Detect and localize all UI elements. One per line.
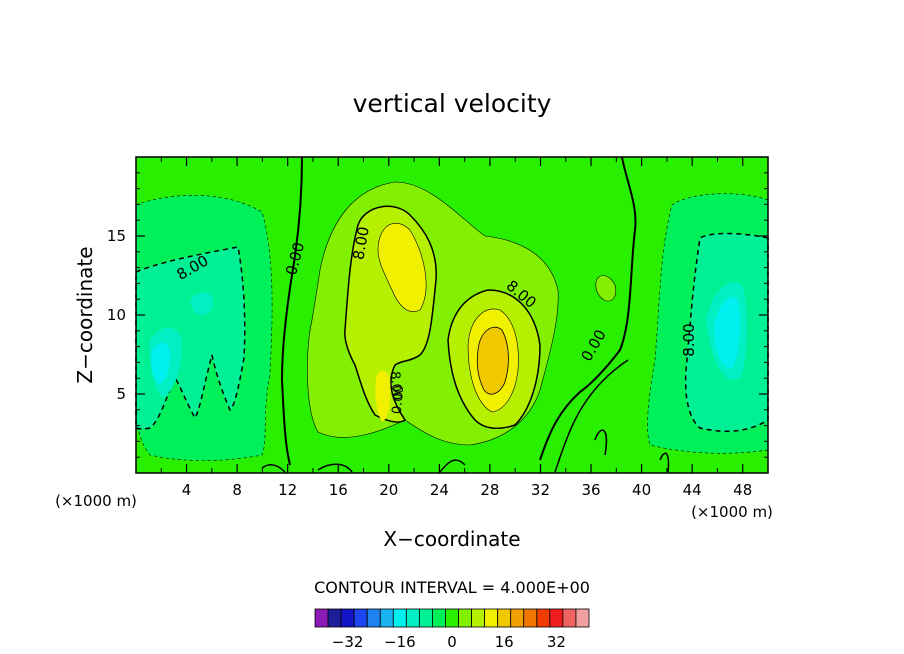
x-tick-label: 20 <box>379 481 398 499</box>
colorbar-tick-label: −32 <box>332 633 364 651</box>
downdraft-left-core2 <box>190 292 214 316</box>
contour-label: 8.00 <box>680 323 698 356</box>
colorbar-tick-label: 16 <box>495 633 514 651</box>
colorbar: −32 −16 0 16 32 <box>314 608 590 651</box>
colorbar-swatch <box>562 608 577 628</box>
colorbar-swatch <box>458 608 472 628</box>
x-unit-right: (×1000 m) <box>691 503 773 521</box>
contour-interval-text: CONTOUR INTERVAL = 4.000E+00 <box>314 578 590 597</box>
colorbar-swatch <box>510 608 525 628</box>
x-tick-label: 16 <box>329 481 348 499</box>
contour-plot-area: 8.00 0.00 8.00 8.00 0.00 8.00 0.00 8.00 <box>135 156 769 474</box>
y-tick-label: 5 <box>116 385 126 403</box>
updraft-12-left <box>377 222 427 312</box>
x-axis-label: X−coordinate <box>383 527 520 551</box>
contour-label: 0.00 <box>390 385 407 415</box>
colorbar-swatch <box>353 608 368 628</box>
contour-label: 8.00 <box>387 371 404 401</box>
colorbar-swatch <box>523 608 538 628</box>
colorbar-swatch <box>379 608 394 628</box>
colorbar-swatch <box>549 608 564 628</box>
colorbar-swatch <box>418 608 433 628</box>
x-tick-label: 44 <box>683 481 702 499</box>
colorbar-swatch <box>405 608 420 628</box>
y-tick-label: 15 <box>107 227 126 245</box>
x-tick-label: 12 <box>278 481 297 499</box>
colorbar-swatch <box>497 608 512 628</box>
colorbar-swatch <box>432 608 446 628</box>
colorbar-swatch <box>314 608 329 628</box>
updraft-16-core <box>476 326 509 395</box>
colorbar-swatch <box>536 608 551 628</box>
x-unit-left: (×1000 m) <box>55 492 137 510</box>
colorbar-swatch <box>575 608 590 628</box>
downdraft-left-core3 <box>151 342 171 384</box>
colorbar-tick-label: 32 <box>547 633 566 651</box>
chart-title: vertical velocity <box>353 89 552 118</box>
y-axis-label: Z−coordinate <box>73 246 97 383</box>
colorbar-swatch <box>340 608 355 628</box>
colorbar-swatch <box>484 608 499 628</box>
zero-contour-right <box>539 156 637 461</box>
x-tick-label: 48 <box>733 481 752 499</box>
colorbar-tick-label: 0 <box>447 633 457 651</box>
y-axis: 5 10 15 <box>107 172 768 458</box>
x-tick-label: 24 <box>430 481 449 499</box>
x-tick-label: 36 <box>581 481 600 499</box>
colorbar-swatch <box>327 608 342 628</box>
contour-label: 8.00 <box>349 225 373 261</box>
colorbar-swatch <box>471 608 486 628</box>
colorbar-swatch <box>445 608 459 628</box>
zero-contour-left <box>280 156 303 466</box>
x-tick-label: 28 <box>480 481 499 499</box>
updraft-12-low <box>375 370 391 422</box>
colorbar-swatch <box>366 608 381 628</box>
downdraft-right-core2 <box>714 297 740 369</box>
updraft-small-cell <box>595 275 617 302</box>
x-tick-label: 32 <box>531 481 550 499</box>
colorbar-tick-label: −16 <box>384 633 416 651</box>
x-tick-label: 8 <box>232 481 242 499</box>
colorbar-swatch <box>392 608 407 628</box>
y-tick-label: 10 <box>107 306 126 324</box>
zero-contour-right-2 <box>554 359 629 473</box>
x-tick-label: 4 <box>182 481 192 499</box>
x-axis: 4 8 12 16 20 24 28 32 36 40 44 48 <box>160 157 752 499</box>
zero-contour-bottom <box>261 429 670 473</box>
x-tick-label: 40 <box>632 481 651 499</box>
